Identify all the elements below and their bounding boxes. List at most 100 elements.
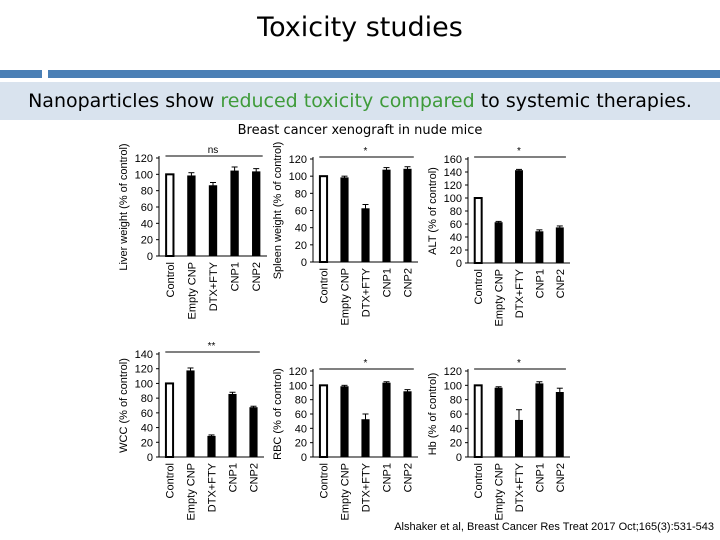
bar-empty-cnp [494,387,503,458]
bar-dtx-fty [361,208,370,263]
bar-dtx-fty [208,185,218,257]
y-tick-label: 40 [295,423,307,435]
x-tick-label: Empty CNP [494,463,506,520]
y-tick-label: 20 [295,438,307,450]
y-tick-label: 20 [141,437,153,449]
significance-label: * [517,146,521,157]
y-tick-label: 40 [141,423,153,435]
bar-control [473,384,483,459]
y-tick-label: 80 [450,206,462,218]
bar-control [164,382,175,458]
y-tick-label: 20 [295,240,307,252]
y-tick-label: 20 [141,235,153,247]
x-tick-label: CNP2 [249,463,261,492]
y-tick-label: 60 [450,409,462,421]
bar-cnp2 [403,168,412,263]
y-axis-title: ALT (% of control) [427,167,439,255]
significance-label: ns [208,145,219,156]
y-tick-label: 100 [444,380,462,392]
y-tick-label: 120 [444,366,462,378]
citation: Alshaker et al, Breast Cancer Res Treat … [394,521,714,533]
y-tick-label: 60 [450,219,462,231]
x-tick-label: DTX+FTY [208,261,220,311]
bar-empty-cnp [340,386,349,458]
bar-cnp2 [252,171,261,257]
headline-banner: Nanoparticles show reduced toxicity comp… [0,82,720,120]
y-tick-label: 120 [289,366,307,378]
x-tick-label: Empty CNP [186,463,198,520]
x-tick-label: CNP2 [251,262,263,291]
y-tick-label: 40 [295,223,307,235]
y-axis-title: Spleen weight (% of control) [272,142,284,280]
significance-label: * [517,358,521,369]
y-tick-label: 60 [295,409,307,421]
x-tick-label: Empty CNP [186,262,198,319]
bar-cnp2 [249,407,258,458]
bar-empty-cnp [186,370,195,458]
bar-dtx-fty [207,435,216,458]
x-tick-label: Control [165,262,177,297]
bar-control [318,384,329,459]
bar-dtx-fty [515,419,523,458]
y-axis-title: Liver weight (% of control) [118,143,130,270]
significance-label: ** [208,341,216,352]
y-tick-label: 0 [456,258,462,270]
y-tick-label: 100 [289,171,307,183]
y-tick-label: 100 [135,169,153,181]
y-tick-label: 80 [141,393,153,405]
bar-cnp1 [382,169,391,263]
banner-prefix: Nanoparticles show [28,90,221,112]
y-tick-label: 20 [450,438,462,450]
y-tick-label: 0 [301,452,307,464]
x-tick-label: Control [319,463,331,498]
y-axis-title: WCC (% of control) [118,358,130,453]
significance-label: * [364,358,368,369]
y-tick-label: 20 [450,245,462,257]
bar-dtx-fty [361,419,370,458]
x-tick-label: Control [473,269,485,304]
bar-empty-cnp [494,222,503,264]
y-tick-label: 40 [141,218,153,230]
chart-subtitle: Breast cancer xenograft in nude mice [237,123,483,138]
y-tick-label: 40 [450,232,462,244]
bar-cnp1 [535,231,544,264]
x-tick-label: Empty CNP [494,269,506,326]
x-tick-label: CNP2 [555,269,567,298]
x-tick-label: Control [165,463,177,498]
title-rule-left [0,70,42,78]
y-tick-label: 120 [444,180,462,192]
bar-cnp2 [555,392,564,458]
y-tick-label: 80 [450,395,462,407]
bar-control [165,173,175,257]
y-axis-title: Hb (% of control) [427,373,439,456]
y-tick-label: 120 [135,364,153,376]
y-tick-label: 100 [444,193,462,205]
x-tick-label: CNP1 [534,463,546,492]
y-tick-label: 80 [141,186,153,198]
bar-empty-cnp [187,175,196,257]
x-tick-label: CNP1 [230,262,242,291]
bar-cnp2 [403,391,412,458]
slide-title: Toxicity studies [257,12,463,43]
y-tick-label: 0 [147,251,153,263]
y-tick-label: 100 [135,378,153,390]
y-tick-label: 40 [450,423,462,435]
bar-cnp1 [228,393,237,458]
bar-cnp2 [555,227,564,264]
y-tick-label: 100 [289,380,307,392]
y-tick-label: 140 [444,167,462,179]
title-rule-right [48,70,720,78]
bar-cnp1 [230,170,239,257]
x-tick-label: CNP1 [228,463,240,492]
y-tick-label: 60 [141,408,153,420]
y-tick-label: 120 [289,154,307,166]
y-tick-label: 0 [147,452,153,464]
x-tick-label: CNP1 [382,268,394,297]
bar-control [318,175,329,264]
x-tick-label: Empty CNP [340,268,352,325]
x-tick-label: Control [319,268,331,303]
y-tick-label: 60 [295,206,307,218]
x-tick-label: CNP2 [555,463,567,492]
bar-dtx-fty [515,170,523,264]
bar-control [473,197,483,264]
